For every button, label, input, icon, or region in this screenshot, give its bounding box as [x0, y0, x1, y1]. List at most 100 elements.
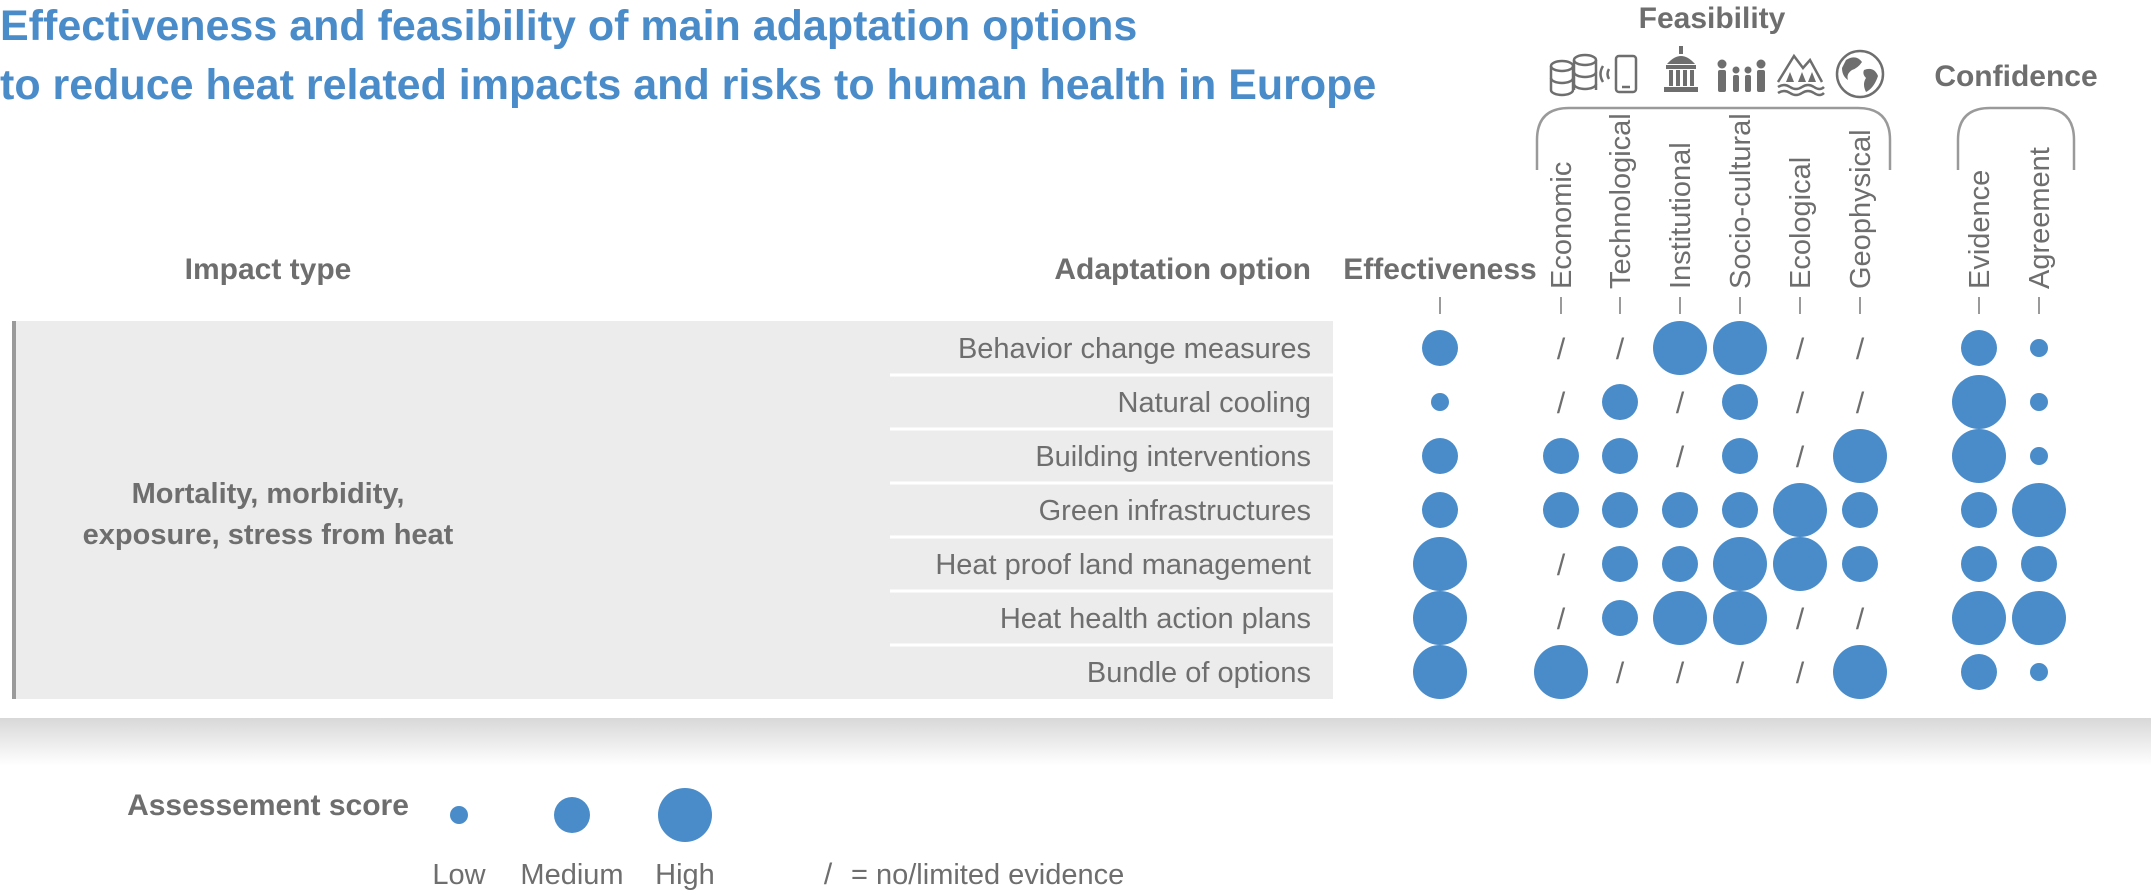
- score-dot-low: [2030, 447, 2048, 465]
- no-evidence-mark: /: [1616, 657, 1625, 690]
- impact-type-line-2: exposure, stress from heat: [83, 519, 454, 551]
- no-evidence-mark: /: [1796, 387, 1805, 420]
- row-label: Heat proof land management: [935, 549, 1311, 581]
- legend-title: Assessement score: [127, 789, 409, 822]
- score-dot-medium: [1722, 438, 1758, 474]
- score-dot-medium: [2021, 546, 2057, 582]
- score-dot-medium: [1422, 492, 1458, 528]
- score-dot-high: [1713, 591, 1767, 645]
- legend-slash-symbol: /: [824, 858, 833, 891]
- score-dot-high: [2012, 591, 2066, 645]
- no-evidence-mark: /: [1676, 441, 1685, 474]
- legend-medium-dot: [554, 797, 590, 833]
- phone-signal-icon: [1599, 54, 1638, 94]
- no-evidence-mark: /: [1856, 387, 1865, 420]
- score-dot-high: [1952, 375, 2006, 429]
- no-evidence-mark: /: [1796, 441, 1805, 474]
- score-dot-medium: [1602, 546, 1638, 582]
- legend-high-label: High: [655, 859, 715, 891]
- feasibility-header: Feasibility: [1639, 2, 1786, 35]
- row-label: Behavior change measures: [958, 333, 1311, 365]
- row-label: Natural cooling: [1118, 387, 1311, 419]
- row-label: Green infrastructures: [1039, 495, 1311, 527]
- score-dot-medium: [1961, 654, 1997, 690]
- no-evidence-mark: /: [1796, 333, 1805, 366]
- score-dot-high: [1534, 645, 1588, 699]
- institution-building-icon: [1664, 46, 1698, 92]
- confidence-header: Confidence: [1934, 60, 2097, 93]
- score-dot-medium: [1961, 546, 1997, 582]
- score-dot-high: [1952, 429, 2006, 483]
- score-dot-low: [2030, 663, 2048, 681]
- people-group-icon: [1717, 59, 1766, 92]
- score-dot-medium: [1662, 546, 1698, 582]
- score-dot-medium: [1961, 492, 1997, 528]
- score-dot-high: [1713, 537, 1767, 591]
- no-evidence-mark: /: [1616, 333, 1625, 366]
- no-evidence-mark: /: [1796, 657, 1805, 690]
- score-dot-high: [1653, 591, 1707, 645]
- column-label-agreement: Agreement: [2024, 147, 2056, 289]
- score-dot-high: [1413, 645, 1467, 699]
- legend-low-dot: [450, 806, 468, 824]
- score-dot-medium: [1543, 492, 1579, 528]
- score-dot-high: [2012, 483, 2066, 537]
- ecosystem-landscape-icon: [1776, 53, 1825, 97]
- score-dot-medium: [1842, 546, 1878, 582]
- no-evidence-mark: /: [1557, 333, 1566, 366]
- title-line-2: to reduce heat related impacts and risks…: [0, 61, 1376, 109]
- column-label-geophysical: Geophysical: [1845, 129, 1877, 289]
- score-dot-high: [1773, 537, 1827, 591]
- score-dot-low: [2030, 339, 2048, 357]
- score-dot-high: [1653, 321, 1707, 375]
- adaptation-option-header: Adaptation option: [1054, 253, 1311, 286]
- no-evidence-mark: /: [1557, 603, 1566, 636]
- column-label-ecological: Ecological: [1785, 157, 1817, 289]
- row-label: Bundle of options: [1087, 657, 1311, 689]
- no-evidence-mark: /: [1557, 387, 1566, 420]
- column-label-economic: Economic: [1546, 162, 1578, 289]
- score-dot-medium: [1722, 384, 1758, 420]
- title-line-1: Effectiveness and feasibility of main ad…: [0, 2, 1137, 50]
- score-dot-medium: [1422, 330, 1458, 366]
- score-dot-low: [1431, 393, 1449, 411]
- shadow-divider: [0, 718, 2151, 766]
- score-dot-high: [1833, 429, 1887, 483]
- no-evidence-mark: /: [1856, 603, 1865, 636]
- score-dot-medium: [1961, 330, 1997, 366]
- feasibility-brace: [1535, 106, 1892, 170]
- no-evidence-mark: /: [1676, 657, 1685, 690]
- globe-icon: [1835, 49, 1885, 99]
- money-coins-icon: [1549, 53, 1598, 97]
- score-dot-medium: [1722, 492, 1758, 528]
- column-label-technological: Technological: [1605, 113, 1637, 289]
- impact-accent-bar: [12, 321, 16, 699]
- row-label: Heat health action plans: [1000, 603, 1311, 635]
- row-label: Building interventions: [1035, 441, 1311, 473]
- column-label-evidence: Evidence: [1964, 170, 1996, 289]
- score-dot-medium: [1842, 492, 1878, 528]
- score-dot-medium: [1602, 600, 1638, 636]
- impact-band: [14, 321, 1333, 699]
- score-dot-medium: [1543, 438, 1579, 474]
- score-dot-medium: [1422, 438, 1458, 474]
- score-dot-high: [1952, 591, 2006, 645]
- column-label-socio-cultural: Socio-cultural: [1725, 113, 1757, 289]
- score-dot-high: [1833, 645, 1887, 699]
- impact-type-header: Impact type: [185, 253, 352, 286]
- score-dot-high: [1413, 537, 1467, 591]
- score-dot-high: [1713, 321, 1767, 375]
- no-evidence-mark: /: [1676, 387, 1685, 420]
- legend-low-label: Low: [432, 859, 486, 891]
- no-evidence-mark: /: [1736, 657, 1745, 690]
- effectiveness-header: Effectiveness: [1343, 253, 1536, 286]
- score-dot-high: [1413, 591, 1467, 645]
- no-evidence-mark: /: [1796, 603, 1805, 636]
- impact-type-line-1: Mortality, morbidity,: [132, 478, 405, 510]
- legend-high-dot: [658, 788, 712, 842]
- score-dot-medium: [1602, 438, 1638, 474]
- score-dot-low: [2030, 393, 2048, 411]
- legend-slash-text: = no/limited evidence: [851, 859, 1124, 891]
- confidence-brace: [1956, 106, 2076, 170]
